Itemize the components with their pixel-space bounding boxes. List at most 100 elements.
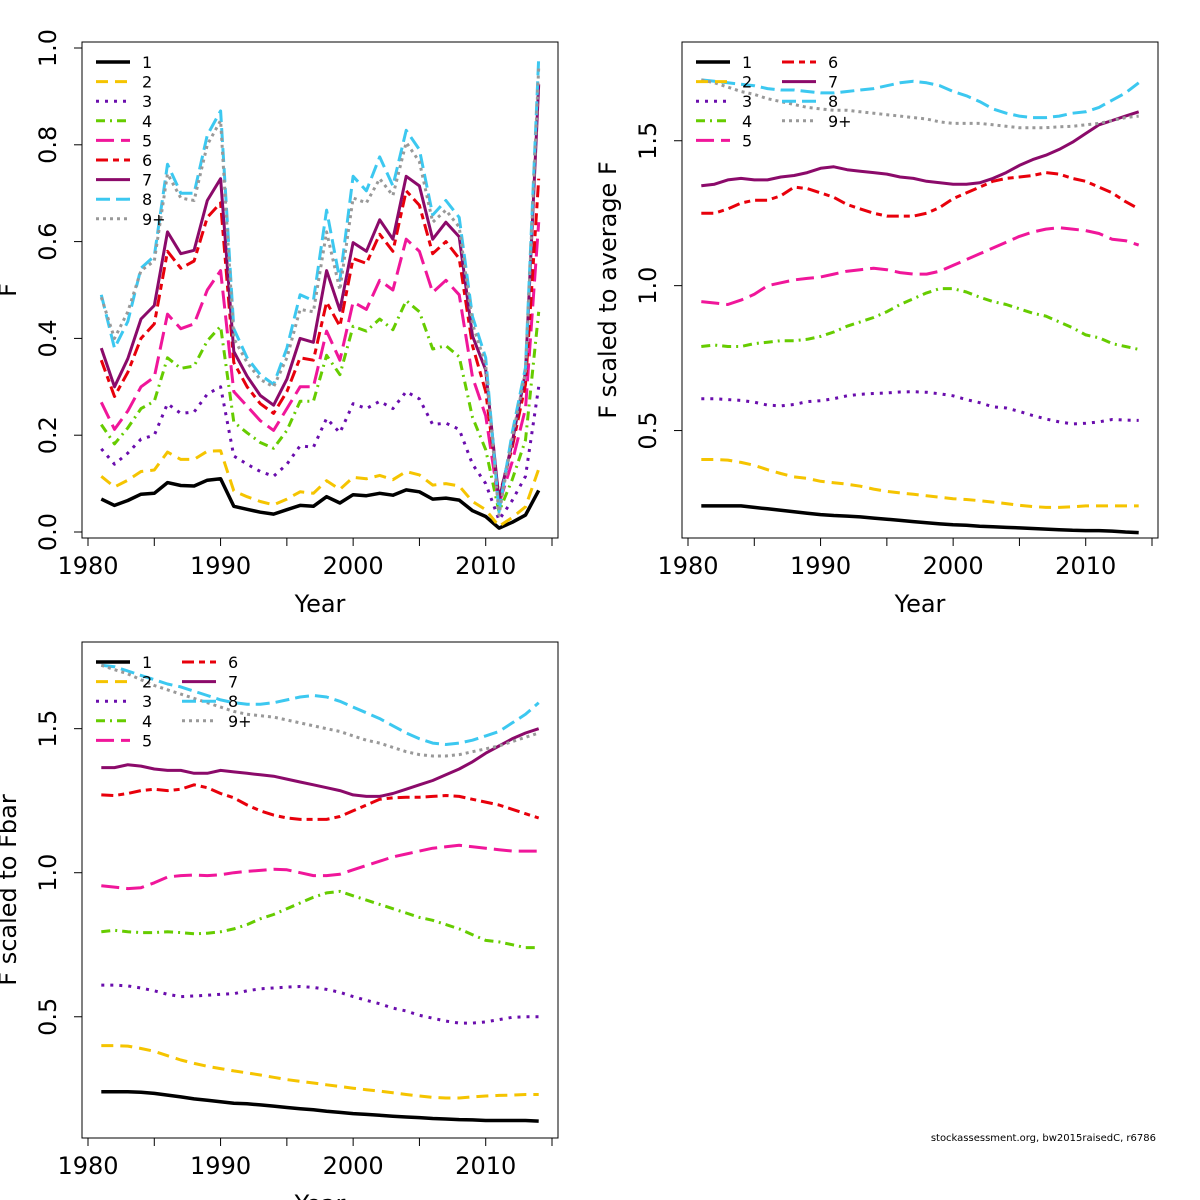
series-line-4 bbox=[101, 889, 539, 950]
legend-label: 2 bbox=[142, 73, 152, 92]
legend-label: 9+ bbox=[142, 210, 166, 229]
chart-3: 1980 1990 2000 2010 Year 0.5 1.0 1.5 F scaled to… bbox=[0, 641, 559, 1200]
series-line-2 bbox=[701, 458, 1139, 509]
series-line-2 bbox=[100, 449, 541, 528]
x-tick-label: 1980 bbox=[57, 1152, 118, 1180]
plot-frame bbox=[681, 41, 1159, 539]
x-tick-label: 1980 bbox=[57, 552, 118, 580]
x-tick-label: 2010 bbox=[1055, 552, 1116, 580]
x-tick-label: 2010 bbox=[455, 1152, 516, 1180]
x-axis: 1980 1990 2000 2010 Year bbox=[57, 1137, 553, 1200]
y-tick-label: 0.6 bbox=[34, 223, 62, 261]
series-line-3 bbox=[701, 390, 1139, 426]
x-axis-label: Year bbox=[294, 590, 346, 618]
legend-label: 2 bbox=[742, 73, 752, 92]
plot-frame bbox=[81, 641, 559, 1139]
y-tick-label: 1.5 bbox=[634, 122, 662, 160]
credit-text: stockassessment.org, bw2015raisedC, r678… bbox=[930, 1133, 1156, 1144]
series-line-1 bbox=[701, 504, 1139, 535]
series-line-4 bbox=[100, 299, 541, 514]
series-line-3 bbox=[101, 983, 539, 1025]
legend-label: 5 bbox=[142, 131, 152, 150]
x-tick-label: 2010 bbox=[455, 552, 516, 580]
x-tick-label: 2000 bbox=[323, 1152, 384, 1180]
series-line-5 bbox=[99, 222, 541, 506]
plot-frame bbox=[81, 41, 559, 539]
legend-label: 5 bbox=[142, 731, 152, 750]
x-axis-label: Year bbox=[294, 1190, 346, 1200]
legend-label: 4 bbox=[142, 112, 152, 131]
legend-label: 8 bbox=[142, 190, 152, 209]
y-tick-label: 0.0 bbox=[34, 513, 62, 551]
legend-label: 1 bbox=[142, 53, 152, 72]
series-line-9plus bbox=[100, 663, 540, 758]
x-tick-label: 2000 bbox=[323, 552, 384, 580]
legend-label: 8 bbox=[228, 692, 238, 711]
legend-label: 9+ bbox=[228, 712, 252, 731]
legend-label: 1 bbox=[142, 653, 152, 672]
legend-label: 5 bbox=[742, 131, 752, 150]
series-line-2 bbox=[101, 1044, 539, 1100]
y-axis-label: F scaled to average F bbox=[594, 161, 622, 419]
y-axis: 0.0 0.2 0.4 0.6 0.8 1.0 F bbox=[0, 29, 83, 551]
x-axis: 1980 1990 2000 2010 Year bbox=[657, 537, 1153, 618]
y-tick-label: 1.0 bbox=[34, 29, 62, 67]
legend-label: 7 bbox=[228, 673, 238, 692]
series-line-1 bbox=[100, 477, 541, 530]
legend-label: 3 bbox=[142, 92, 152, 111]
x-axis-label: Year bbox=[894, 590, 946, 618]
legend-label: 4 bbox=[142, 712, 152, 731]
legend-label: 3 bbox=[142, 692, 152, 711]
series-group bbox=[99, 57, 541, 530]
x-tick-label: 1990 bbox=[190, 1152, 251, 1180]
series-line-4 bbox=[701, 287, 1140, 351]
series-line-6 bbox=[701, 171, 1140, 218]
legend-label: 3 bbox=[742, 92, 752, 111]
y-tick-label: 0.4 bbox=[34, 319, 62, 357]
y-axis-label: F bbox=[0, 283, 22, 297]
legend-label: 9+ bbox=[828, 112, 852, 131]
series-line-5 bbox=[101, 843, 539, 891]
series-line-6 bbox=[99, 178, 541, 499]
series-line-1 bbox=[101, 1089, 539, 1123]
x-axis: 1980 1990 2000 2010 Year bbox=[57, 537, 553, 618]
series-line-6 bbox=[101, 783, 540, 821]
y-tick-label: 0.5 bbox=[34, 998, 62, 1036]
legend-label: 6 bbox=[142, 151, 152, 170]
y-tick-label: 0.2 bbox=[34, 416, 62, 454]
y-axis: 0.5 1.0 1.5 F scaled to Fbar bbox=[0, 710, 83, 1036]
series-line-9plus bbox=[99, 67, 541, 517]
series-line-8 bbox=[701, 78, 1140, 120]
series-line-8 bbox=[101, 663, 540, 746]
x-tick-label: 1990 bbox=[190, 552, 251, 580]
legend-label: 8 bbox=[828, 92, 838, 111]
legend-label: 1 bbox=[742, 53, 752, 72]
y-tick-label: 1.0 bbox=[34, 854, 62, 892]
y-tick-label: 1.5 bbox=[34, 710, 62, 748]
y-tick-label: 0.8 bbox=[34, 126, 62, 164]
series-line-7 bbox=[101, 727, 540, 798]
y-tick-label: 1.0 bbox=[634, 267, 662, 305]
y-axis: 0.5 1.0 1.5 F scaled to average F bbox=[594, 122, 683, 450]
series-line-7 bbox=[701, 110, 1140, 188]
series-line-5 bbox=[701, 226, 1140, 306]
legend-label: 4 bbox=[742, 112, 752, 131]
legend-label: 7 bbox=[142, 171, 152, 190]
chart-1: 1980 1990 2000 2010 Year 0.0 0.2 0.4 0.6 0.8 1.0 F 1… bbox=[0, 29, 559, 618]
x-tick-label: 1990 bbox=[790, 552, 851, 580]
series-line-8 bbox=[99, 57, 541, 514]
x-tick-label: 2000 bbox=[923, 552, 984, 580]
legend-label: 2 bbox=[142, 673, 152, 692]
series-group bbox=[700, 78, 1140, 535]
legend-label: 7 bbox=[828, 73, 838, 92]
legend-label: 6 bbox=[228, 653, 238, 672]
series-group bbox=[100, 663, 540, 1123]
chart-2: 1980 1990 2000 2010 Year 0.5 1.0 1.5 F scaled to… bbox=[594, 41, 1159, 618]
series-line-7 bbox=[99, 84, 541, 502]
y-axis-label: F scaled to Fbar bbox=[0, 794, 22, 986]
legend-label: 6 bbox=[828, 53, 838, 72]
